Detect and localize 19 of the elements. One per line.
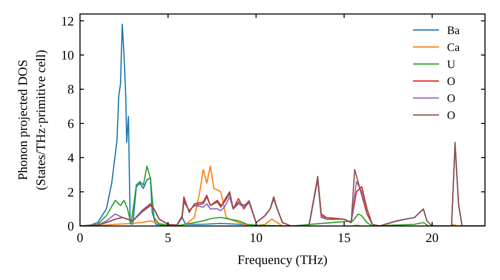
x-tick-label: 20	[426, 230, 439, 245]
y-axis-title: Phonon projected DOS (States/THz·primitive cell)	[15, 50, 48, 190]
y-tick-label: 10	[61, 48, 74, 63]
x-tick-label: 10	[250, 230, 263, 245]
y-tick-label: 6	[68, 116, 74, 131]
y-tick-label: 8	[68, 82, 74, 97]
x-tick-label: 5	[164, 230, 172, 245]
y-tick-label: 2	[68, 184, 74, 200]
legend-label: O	[447, 76, 456, 88]
y-tick-label: 12	[61, 13, 74, 28]
x-tick-label: 15	[338, 230, 351, 245]
legend-label: Ca	[447, 42, 460, 54]
y-tick-label: 0	[68, 218, 74, 234]
y-tick-label: 4	[68, 150, 74, 166]
legend-label: O	[447, 110, 456, 122]
x-axis-title: Frequency (THz)	[238, 252, 328, 267]
legend-label: Ba	[447, 25, 460, 37]
legend-label: O	[447, 93, 456, 105]
legend-label: U	[447, 59, 456, 71]
